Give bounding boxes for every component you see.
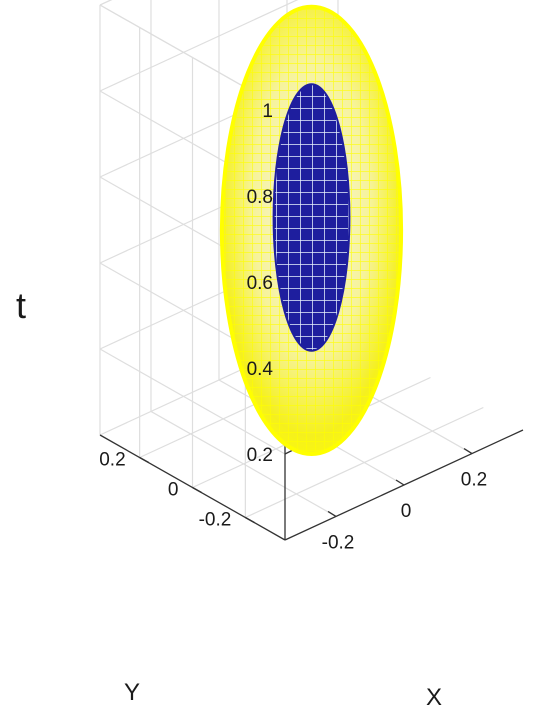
x-tick (327, 510, 337, 517)
y-tick-label: 0 (168, 480, 179, 501)
x-tick-label: -0.2 (322, 532, 355, 553)
y-tick (245, 516, 255, 524)
inner-ellipsoid-rim (272, 83, 351, 352)
y-tick (139, 456, 149, 464)
tick-labels: 0.2 0.4 0.6 0.8 1 -0.2 0 0.2 -0.2 0 0.2 (99, 101, 487, 553)
y-tick-label: 0.2 (99, 450, 125, 471)
y-tick (192, 486, 202, 494)
x-tick (463, 448, 473, 455)
inner-ellipsoid-mesh (273, 84, 350, 351)
outer-ellipsoid-rim (219, 4, 404, 456)
z-tick-label: 0.4 (247, 359, 274, 380)
y-axis-label: Y (124, 679, 140, 706)
x-tick-label: 0.2 (461, 470, 487, 491)
z-axis-label: t (16, 285, 26, 326)
y-tick-label: -0.2 (199, 510, 232, 531)
x-axis-label: X (426, 684, 442, 711)
z-tick-label: 0.8 (247, 187, 273, 208)
z-tick-label: 1 (262, 101, 273, 122)
x-tick-label: 0 (401, 501, 412, 522)
inner-ellipsoid-surface (272, 83, 351, 352)
x-tick (395, 479, 405, 486)
z-tick-label: 0.2 (247, 445, 273, 466)
z-tick-label: 0.6 (247, 273, 273, 294)
